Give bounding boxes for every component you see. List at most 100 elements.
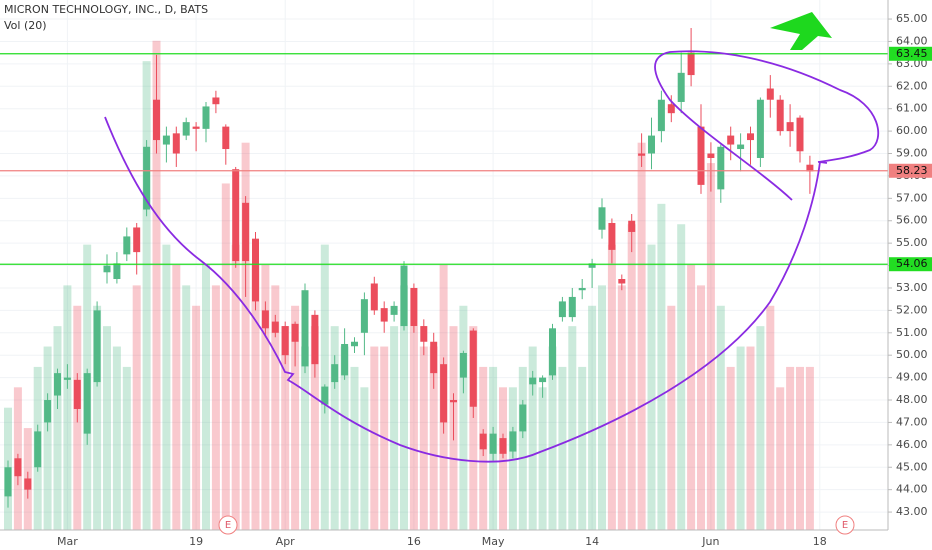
- candle-body: [261, 310, 269, 329]
- candle-body: [786, 122, 794, 132]
- candle-body: [657, 99, 665, 132]
- y-tick-label: 56.00: [896, 214, 928, 227]
- candle-body: [747, 133, 754, 141]
- candle-body: [301, 290, 309, 367]
- volume-bar: [677, 224, 686, 530]
- candle-body: [469, 330, 477, 407]
- candle-body: [707, 153, 715, 158]
- volume-bar: [766, 305, 775, 530]
- earnings-label: E: [225, 520, 231, 531]
- y-tick-label: 43.00: [896, 505, 928, 518]
- y-tick-label: 47.00: [896, 415, 928, 428]
- volume-bar: [132, 285, 141, 530]
- volume-bar: [687, 265, 696, 530]
- candle-body: [162, 135, 170, 145]
- candle-body: [776, 99, 784, 132]
- volume-bar: [409, 326, 418, 530]
- volume-bar: [182, 285, 191, 530]
- y-tick-label: 65.00: [896, 12, 928, 25]
- y-tick-label: 64.00: [896, 34, 928, 47]
- volume-bar: [518, 366, 527, 530]
- candle-body: [202, 106, 210, 129]
- candle-body: [806, 164, 814, 172]
- y-tick-label: 46.00: [896, 438, 928, 451]
- cup-drawing: [104, 116, 828, 463]
- volume-bar: [568, 326, 577, 530]
- candle-body: [796, 117, 804, 152]
- candle-body: [4, 467, 12, 497]
- candle-body: [687, 52, 695, 76]
- y-tick-label: 52.00: [896, 303, 928, 316]
- y-tick-label: 59.00: [896, 147, 928, 160]
- candle-body: [331, 364, 339, 383]
- up-arrow: [770, 12, 832, 50]
- volume-bar: [271, 285, 280, 530]
- candle-body: [430, 341, 438, 374]
- candle-body: [628, 220, 636, 232]
- candle-body: [717, 146, 725, 190]
- level-label-box: [889, 257, 932, 272]
- volume-bar: [429, 346, 438, 530]
- candle-body: [83, 373, 91, 434]
- candle-body: [450, 400, 457, 403]
- volume-bar: [241, 142, 250, 530]
- volume-bar: [538, 387, 547, 530]
- candle-body: [291, 323, 299, 342]
- candle-body: [341, 343, 349, 376]
- volume-bar: [192, 305, 201, 530]
- candle-body: [420, 326, 428, 342]
- candle-body: [440, 364, 448, 423]
- x-tick-label: 19: [189, 535, 203, 548]
- candle-body: [380, 308, 388, 322]
- candle-body: [93, 310, 101, 383]
- candle-body: [618, 279, 626, 284]
- candle-body: [123, 236, 131, 255]
- volume-bar: [310, 326, 319, 530]
- x-tick-label: Apr: [276, 535, 296, 548]
- candle-body: [73, 379, 81, 409]
- volume-bar: [112, 346, 121, 530]
- volume-bar: [716, 305, 725, 530]
- chart-title: MICRON TECHNOLOGY, INC., D, BATS: [4, 3, 208, 16]
- candle-body: [212, 97, 220, 105]
- level-label: 54.06: [896, 257, 928, 270]
- volume-bar: [776, 387, 785, 530]
- candle-body: [351, 341, 358, 347]
- candle-body: [588, 263, 596, 268]
- volume-bar: [152, 40, 161, 531]
- y-tick-label: 61.00: [896, 102, 928, 115]
- volume-bar: [221, 183, 230, 530]
- volume-bar: [528, 346, 537, 530]
- volume-bar: [499, 387, 507, 530]
- earnings-marker: [835, 515, 855, 535]
- level-label-box: [889, 46, 932, 61]
- volume-bar: [627, 224, 636, 530]
- candle-body: [133, 227, 141, 253]
- handle-drawing: [654, 50, 880, 201]
- candle-body: [549, 328, 556, 376]
- candle-body: [479, 433, 487, 450]
- candle-body: [410, 287, 418, 327]
- earnings-marker: [218, 515, 238, 535]
- volume-bar: [400, 285, 408, 530]
- candle-body: [252, 238, 259, 302]
- volume-bar: [172, 265, 181, 530]
- grid: [0, 0, 888, 530]
- candle-body: [766, 88, 774, 100]
- candle-body: [390, 305, 398, 315]
- volume-bar: [647, 244, 656, 530]
- volume-bar: [162, 244, 171, 530]
- volume-bar: [231, 244, 240, 530]
- candle-body: [113, 263, 121, 280]
- level-layer: [0, 53, 888, 265]
- level-label: 58.23: [896, 164, 928, 177]
- candle-body: [697, 126, 705, 185]
- candle-body: [172, 133, 180, 154]
- y-tick-label: 57.00: [896, 191, 928, 204]
- volume-bar: [251, 265, 260, 530]
- candle-body: [756, 99, 764, 158]
- level-label: 63.45: [896, 47, 928, 60]
- x-tick-label: May: [482, 535, 505, 548]
- x-tick-label: 18: [813, 535, 827, 548]
- candle-body: [222, 126, 230, 150]
